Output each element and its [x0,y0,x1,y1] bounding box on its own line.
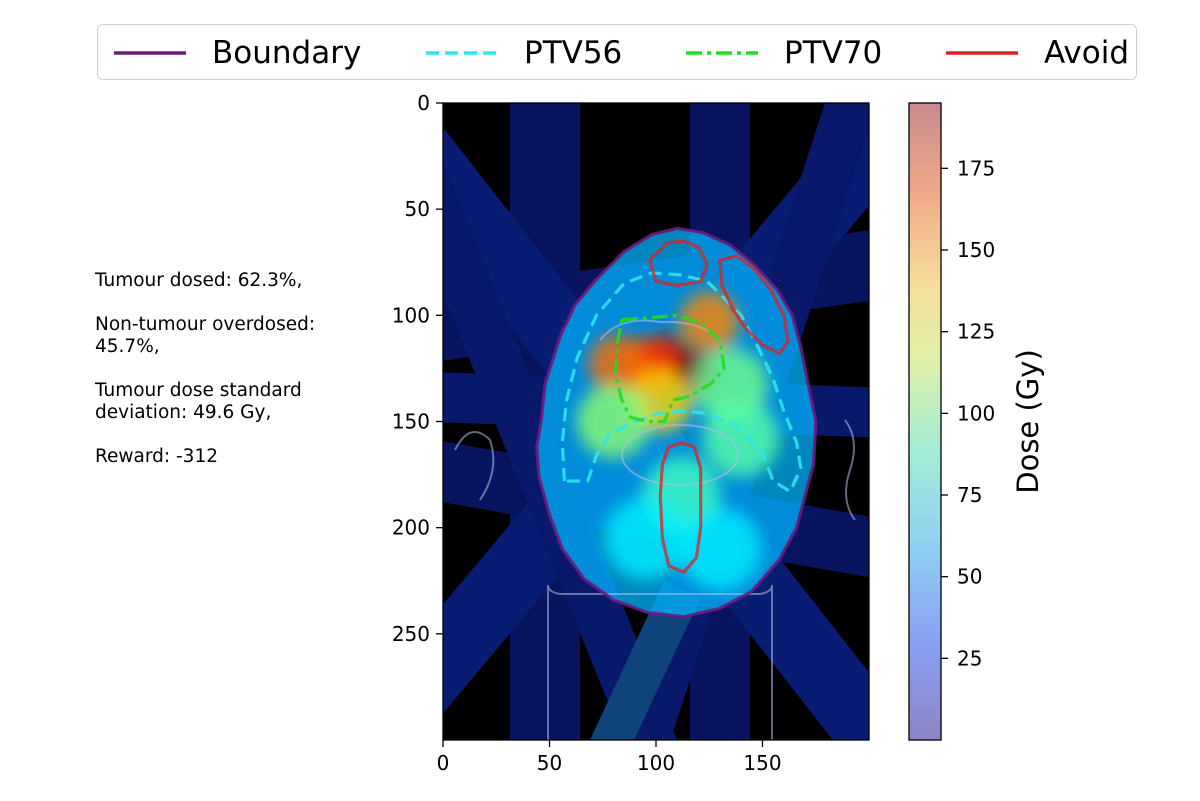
legend: Boundary PTV56 PTV70 Avoid [97,24,1137,80]
x-tick-label: 100 [637,751,675,775]
colorbar-tick-label: 100 [957,401,995,425]
contour-avoid [718,254,790,356]
anatomy-outline [454,319,856,740]
legend-item-ptv70: PTV70 [684,25,882,81]
stat-dose-std: Tumour dose standard deviation: 49.6 Gy, [95,380,302,423]
colorbar-label: Dose (Gy) [1011,349,1045,494]
axes: 0 50 100 150 0 50 100 150 200 250 [392,91,782,775]
contour-ptv56 [560,271,803,494]
colorbar-tick-label: 150 [957,238,995,262]
colorbar-tick-label: 175 [957,156,995,180]
legend-line-boundary [114,51,186,55]
contours [535,226,818,619]
legend-line-avoid [946,51,1018,55]
colorbar-tick-label: 75 [957,483,982,507]
dose-hotspot [703,400,780,477]
y-tick-label: 0 [417,91,430,115]
x-tick-label: 0 [437,751,450,775]
dose-hotspot [678,507,762,591]
x-tick-label: 50 [537,751,562,775]
legend-item-avoid: Avoid [944,25,1129,81]
legend-line-ptv56 [426,51,498,55]
legend-item-ptv56: PTV56 [424,25,622,81]
contour-ptv70 [613,313,726,424]
stat-non-tumour-overdosed: Non-tumour overdosed: 45.7%, [95,314,316,357]
legend-label-avoid: Avoid [1044,34,1129,71]
stats-panel: Tumour dosed: 62.3%, Non-tumour overdose… [95,270,365,490]
dose-image [443,103,869,740]
legend-line-ptv70 [686,51,758,55]
legend-item-boundary: Boundary [112,25,361,81]
legend-label-ptv56: PTV56 [524,34,623,71]
y-tick-label: 100 [392,303,430,327]
colorbar-tick-label: 125 [957,320,995,344]
stat-reward: Reward: -312 [95,446,218,467]
contour-avoid [648,239,709,288]
contour-boundary [535,226,818,619]
legend-label-boundary: Boundary [212,34,362,71]
legend-label-ptv70: PTV70 [784,34,883,71]
colorbar-tick-label: 50 [957,565,982,589]
colorbar-tick-label: 25 [957,646,982,670]
x-tick-label: 150 [743,751,781,775]
colorbar [908,102,942,741]
dose-hotspot [679,292,739,352]
colorbar-ticks: 25 50 75 100 125 150 175 [941,156,995,670]
y-tick-label: 200 [392,516,430,540]
dose-hotspot [576,384,651,459]
contour-avoid [658,441,703,574]
y-tick-label: 250 [392,622,430,646]
y-tick-label: 50 [405,197,430,221]
y-tick-label: 150 [392,410,430,434]
stat-tumour-dosed: Tumour dosed: 62.3%, [95,270,303,291]
